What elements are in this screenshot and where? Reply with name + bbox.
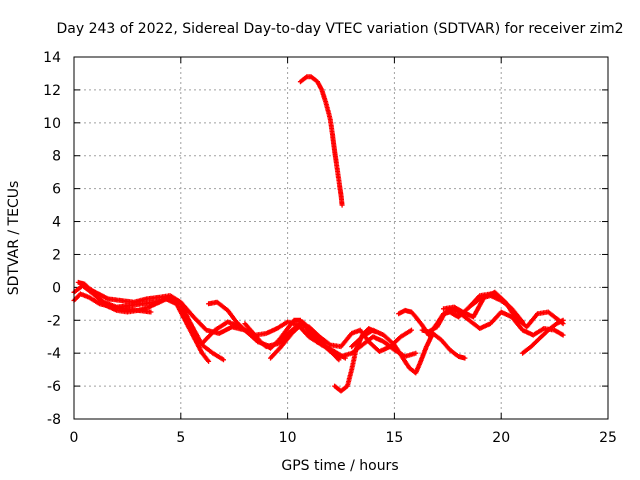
- series-track-4: [82, 283, 273, 350]
- data-markers: [242, 317, 419, 359]
- data-markers: [520, 317, 566, 356]
- series-track-11: [349, 327, 468, 376]
- series-track-14: [441, 289, 566, 330]
- data-markers: [82, 283, 273, 350]
- series-track-9: [297, 74, 345, 208]
- series-track-7: [242, 317, 419, 359]
- chart-title: Day 243 of 2022, Sidereal Day-to-day VTE…: [57, 21, 624, 37]
- series-track-13: [419, 306, 566, 338]
- y-tick-label: -6: [47, 379, 61, 395]
- axis-ticks: [73, 56, 609, 420]
- x-tick-label: 10: [279, 430, 297, 446]
- x-tick-labels: 0 5 10 15 20 25: [70, 430, 617, 446]
- series-track-16: [520, 317, 566, 356]
- y-tick-label: 14: [43, 50, 61, 66]
- y-tick-label: 4: [52, 215, 61, 231]
- data-markers: [466, 291, 526, 325]
- x-tick-label: 20: [492, 430, 510, 446]
- y-tick-label: 2: [52, 247, 61, 263]
- x-axis-label: GPS time / hours: [281, 458, 398, 474]
- plot-frame: [73, 56, 609, 420]
- data-markers: [419, 306, 566, 338]
- x-tick-label: 0: [70, 430, 79, 446]
- y-axis-label: SDTVAR / TECUs: [6, 181, 22, 296]
- grid-lines: [74, 57, 608, 419]
- y-tick-label: 6: [52, 182, 61, 198]
- y-tick-labels: -8 -6 -4 -2 0 2 4 6 8 10 12 14: [43, 50, 61, 428]
- y-tick-label: 0: [52, 280, 61, 296]
- y-tick-label: 12: [43, 83, 61, 99]
- data-markers: [297, 74, 345, 208]
- y-tick-label: 10: [43, 116, 61, 132]
- plot-points: [71, 74, 566, 394]
- y-tick-label: -2: [47, 313, 61, 329]
- y-tick-label: 8: [52, 149, 61, 165]
- data-markers: [396, 293, 513, 338]
- x-tick-label: 5: [176, 430, 185, 446]
- series-track-15: [466, 291, 526, 325]
- data-markers: [441, 289, 566, 330]
- x-tick-label: 25: [599, 430, 617, 446]
- series-track-12: [396, 293, 513, 338]
- y-tick-label: -4: [47, 346, 61, 362]
- y-tick-label: -8: [47, 412, 61, 428]
- x-tick-label: 15: [385, 430, 403, 446]
- data-markers: [349, 327, 468, 376]
